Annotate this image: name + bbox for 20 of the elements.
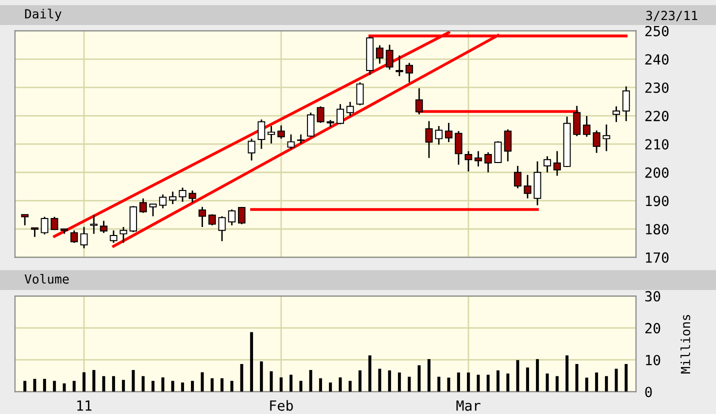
y-tick-label: 180 (646, 224, 669, 235)
y-tick-label: 0 (645, 386, 652, 398)
y-axis-title: Millions (680, 315, 690, 374)
y-tick-label: 190 (646, 196, 669, 206)
y-tick-label: 220 (645, 110, 669, 122)
y-tick-label: 230 (645, 82, 669, 93)
x-tick-label: Mar (456, 400, 480, 411)
chart-title: Volume (24, 274, 69, 284)
y-tick-label: 250 (645, 26, 669, 36)
y-tick-label: 30 (645, 291, 660, 302)
y-tick-label: 20 (645, 322, 660, 334)
y-tick-label: 210 (645, 139, 669, 150)
y-tick-label: 240 (645, 54, 669, 65)
y-tick-label: 200 (645, 167, 669, 178)
x-tick-label: 11 (77, 400, 92, 411)
y-tick-label: 10 (646, 354, 660, 366)
chart-title: Daily (25, 8, 62, 21)
y-tick-label: 170 (646, 252, 669, 263)
text: 3/23/11 (646, 10, 698, 22)
x-tick-label: Feb (270, 400, 293, 411)
